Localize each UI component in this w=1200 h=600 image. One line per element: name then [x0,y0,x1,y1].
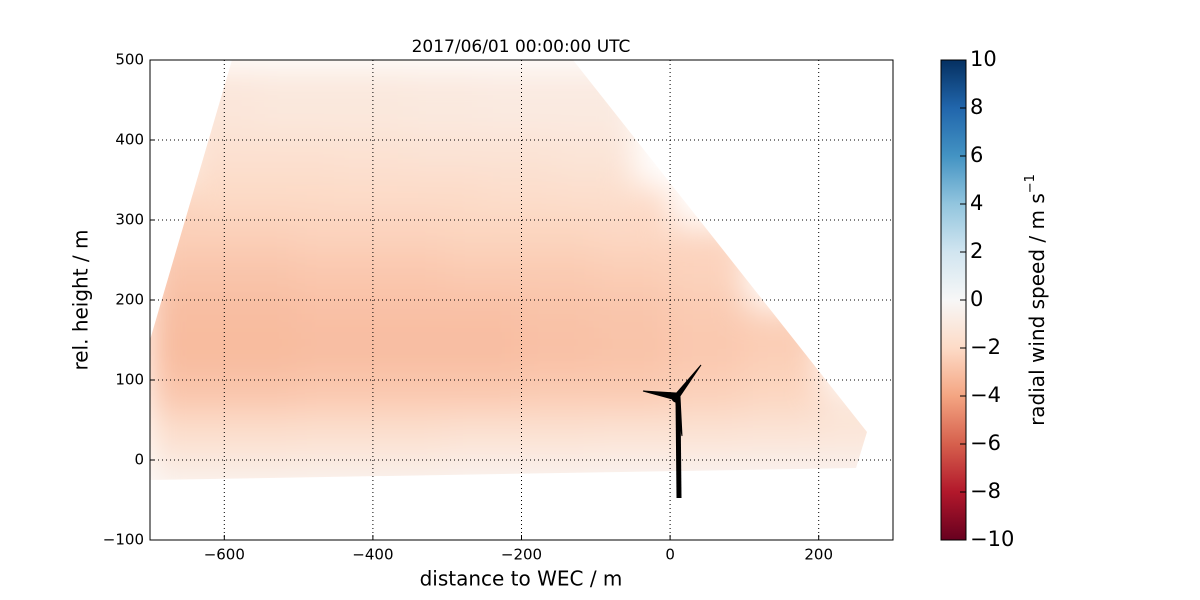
chart-title: 2017/06/01 00:00:00 UTC [412,37,631,57]
x-tick-label: −600 [204,546,245,564]
cells [150,68,867,480]
y-tick-label: 0 [134,451,144,469]
point [259,68,338,132]
field [150,68,867,480]
x-tick-label: 0 [665,546,675,564]
y-tick-label: 100 [115,371,144,389]
colorbar-label-sup: −1 [1023,174,1038,193]
point [408,68,487,132]
turbine [642,364,702,499]
hub [671,393,681,403]
colorbar-label-text: radial wind speed / m s [1025,193,1049,426]
colorbar-tick-label: −10 [970,527,1014,551]
y-tick-label: 500 [115,51,144,69]
colorbar-tick-label: −4 [970,383,1001,407]
x-tick-label: 200 [804,546,833,564]
x-axis-label: distance to WEC / m [420,567,623,591]
colorbar-tick-label: 2 [970,239,983,263]
colorbar-label: radial wind speed / m s−1 [1023,174,1049,426]
y-tick-label: −100 [103,531,144,549]
y-tick-label: 400 [115,131,144,149]
colorbar-tick-label: 4 [970,191,983,215]
y-tick-label: 200 [115,291,144,309]
y-tick-label: 300 [115,211,144,229]
colorbar-tick-label: 8 [970,95,983,119]
colorbar-tick-label: 0 [970,287,983,311]
x-tick-label: −400 [352,546,393,564]
y-axis-label: rel. height / m [69,229,93,370]
colorbar-tick-label: −6 [970,431,1001,455]
colorbar-tick-label: 6 [970,143,983,167]
x-tick-label: −200 [501,546,542,564]
colorbar-tick-label: −2 [970,335,1001,359]
colorbar-tick-label: −8 [970,479,1001,503]
colorbar-tick-label: 10 [970,47,997,71]
grid [150,59,893,541]
